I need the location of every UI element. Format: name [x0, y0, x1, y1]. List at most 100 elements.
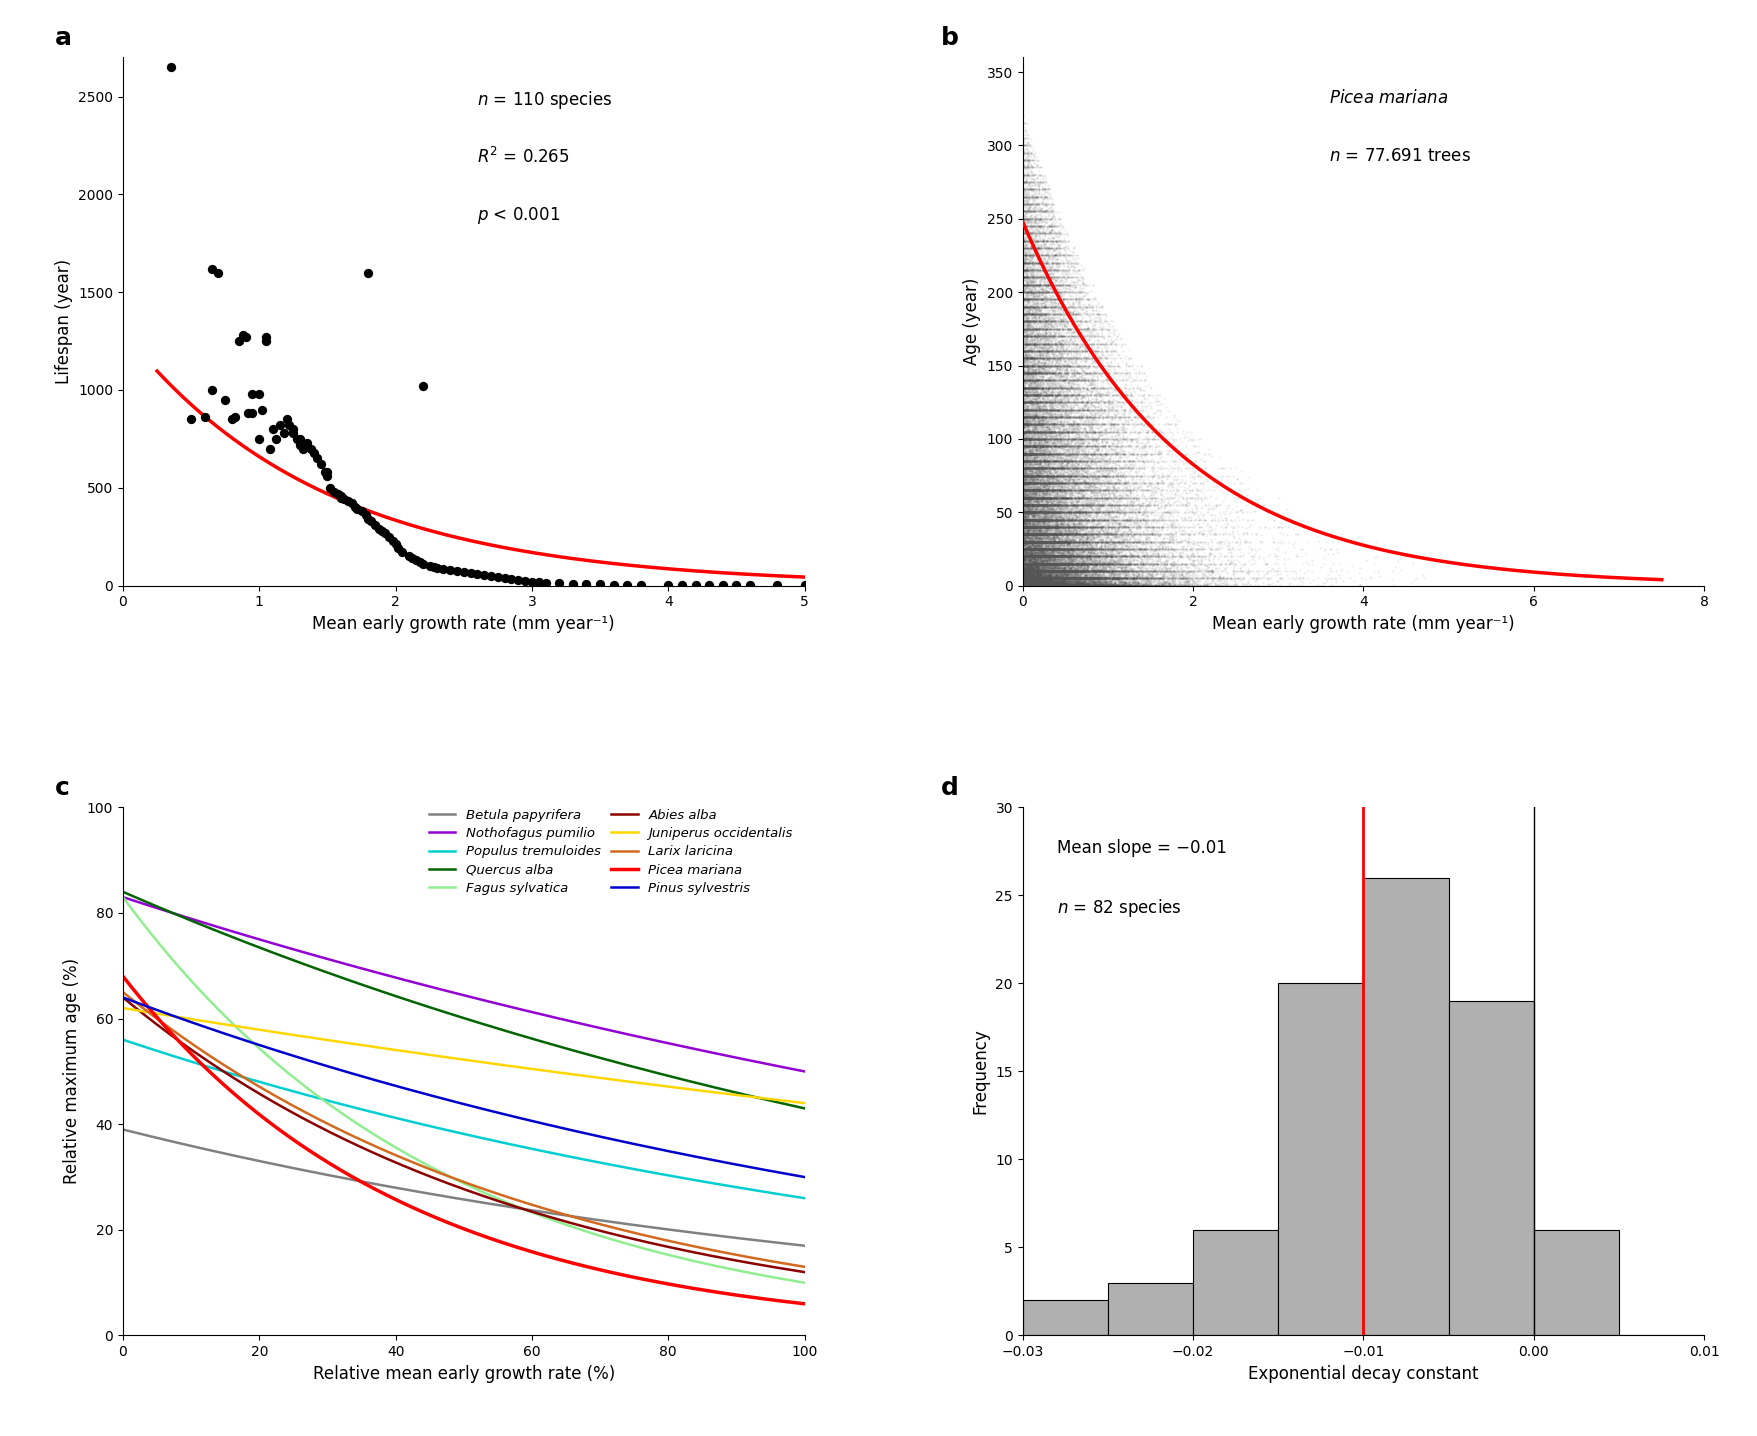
- Point: [1133, 421, 1161, 444]
- Point: [1147, 566, 1175, 589]
- Point: [1193, 567, 1221, 590]
- Point: [1044, 266, 1072, 289]
- Point: [1035, 312, 1063, 335]
- Point: [1033, 567, 1061, 590]
- Point: [1084, 437, 1112, 460]
- Point: [1010, 296, 1038, 319]
- Point: [1065, 570, 1093, 593]
- Point: [1068, 572, 1096, 595]
- Point: [1044, 273, 1072, 296]
- Point: [1066, 560, 1095, 583]
- Point: [1107, 391, 1135, 414]
- Point: [1056, 485, 1084, 508]
- Point: [1028, 376, 1056, 399]
- Point: [1035, 544, 1063, 567]
- Point: [1024, 537, 1052, 560]
- Point: [1021, 551, 1049, 574]
- Point: [1012, 350, 1040, 373]
- Point: [1047, 566, 1075, 589]
- Point: [1065, 560, 1093, 583]
- Point: [1010, 556, 1038, 579]
- Point: [1074, 574, 1102, 597]
- Point: [1056, 467, 1084, 490]
- Point: [1054, 244, 1082, 267]
- Point: [1204, 557, 1232, 580]
- Point: [1096, 572, 1124, 595]
- Point: [1128, 551, 1156, 574]
- Point: [1077, 543, 1105, 566]
- Point: [1033, 478, 1061, 501]
- Point: [1030, 551, 1058, 574]
- Point: [1017, 530, 1045, 553]
- Point: [1024, 485, 1052, 508]
- Point: [1044, 421, 1072, 444]
- Point: [1017, 567, 1045, 590]
- Point: [1010, 513, 1038, 536]
- Point: [1045, 326, 1074, 349]
- Point: [1009, 537, 1037, 560]
- Point: [1117, 428, 1146, 451]
- Point: [1035, 567, 1063, 590]
- Point: [1017, 442, 1045, 465]
- Point: [1110, 560, 1139, 583]
- Point: [1012, 478, 1040, 501]
- Point: [1014, 287, 1042, 310]
- Point: [1021, 523, 1049, 546]
- Point: [1061, 362, 1089, 385]
- Point: [1079, 573, 1107, 596]
- Point: [1040, 516, 1068, 538]
- Point: [1065, 405, 1093, 428]
- Point: [1066, 560, 1095, 583]
- Point: [1028, 471, 1056, 494]
- Point: [1035, 530, 1063, 553]
- Point: [1061, 523, 1089, 546]
- Point: [1012, 303, 1040, 326]
- Point: [1010, 154, 1038, 177]
- Point: [1026, 457, 1054, 480]
- Point: [1009, 310, 1037, 333]
- Point: [1016, 500, 1044, 523]
- Point: [1016, 527, 1044, 550]
- Point: [1179, 435, 1207, 458]
- Point: [1072, 573, 1100, 596]
- Point: [1019, 567, 1047, 590]
- Point: [1033, 412, 1061, 435]
- Point: [1095, 561, 1123, 584]
- Point: [1019, 574, 1047, 597]
- Point: [1014, 323, 1042, 346]
- Point: [1051, 557, 1079, 580]
- Point: [1054, 290, 1082, 313]
- Point: [1056, 485, 1084, 508]
- Point: [1052, 574, 1081, 597]
- Point: [1035, 574, 1063, 597]
- Point: [1014, 508, 1042, 531]
- Point: [1066, 449, 1095, 472]
- Point: [1010, 510, 1038, 533]
- Point: [1042, 383, 1070, 406]
- Point: [1109, 550, 1137, 573]
- Point: [1049, 508, 1077, 531]
- Point: [1024, 412, 1052, 435]
- Point: [1019, 296, 1047, 319]
- Point: [1044, 574, 1072, 597]
- Point: [1031, 551, 1059, 574]
- Point: [1012, 439, 1040, 462]
- Point: [1014, 325, 1042, 348]
- Point: [1019, 482, 1047, 505]
- Point: [1019, 487, 1047, 510]
- Point: [1038, 504, 1066, 527]
- Point: [1021, 376, 1049, 399]
- Point: [1031, 527, 1059, 550]
- Point: [1059, 452, 1088, 475]
- Point: [1014, 494, 1042, 517]
- Point: [1063, 573, 1091, 596]
- Point: [1035, 572, 1063, 595]
- Point: [1016, 523, 1044, 546]
- Point: [1074, 517, 1102, 540]
- Point: [1031, 237, 1059, 260]
- Point: [1070, 452, 1098, 475]
- Point: [1038, 541, 1066, 564]
- Point: [1044, 569, 1072, 592]
- Point: [1061, 514, 1089, 537]
- Point: [1017, 573, 1045, 596]
